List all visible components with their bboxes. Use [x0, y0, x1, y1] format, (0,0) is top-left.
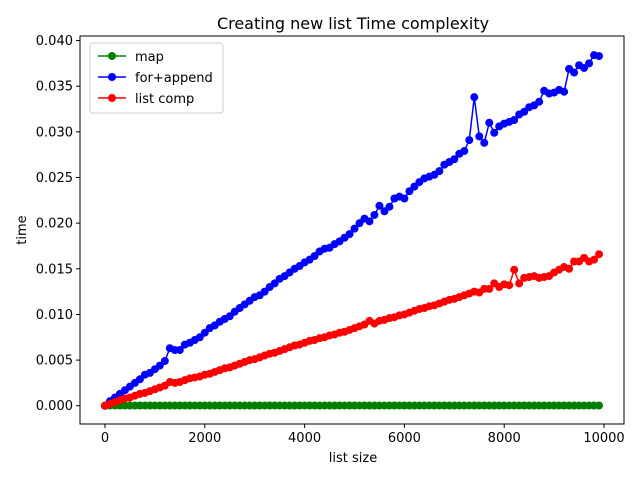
data-point-list-comp: [565, 264, 574, 273]
y-tick-label: 0.010: [36, 308, 73, 323]
data-point-list-comp: [515, 279, 524, 288]
y-tick-label: 0.030: [36, 125, 73, 140]
data-point-map: [595, 401, 604, 410]
data-point-list-comp: [485, 284, 494, 293]
x-tick-label: 4000: [288, 431, 321, 446]
data-point-for-append: [485, 118, 494, 127]
data-point-for-append: [595, 52, 604, 61]
data-point-for-append: [585, 59, 594, 68]
series-layer: [100, 51, 604, 410]
data-point-for-append: [465, 136, 474, 145]
data-point-for-append: [470, 93, 479, 102]
legend-marker-for-append: [108, 73, 116, 81]
legend-marker-list-comp: [108, 94, 116, 102]
legend: map for+append list comp: [89, 42, 224, 114]
data-point-for-append: [175, 346, 184, 355]
series-map: [100, 401, 604, 410]
y-tick-label: 0.000: [36, 399, 73, 414]
data-point-for-append: [480, 138, 489, 147]
data-point-for-append: [400, 194, 409, 203]
data-point-for-append: [460, 147, 469, 156]
chart-title: Creating new list Time complexity: [217, 14, 489, 33]
data-point-for-append: [510, 115, 519, 124]
y-tick-label: 0.040: [36, 34, 73, 49]
y-tick-label: 0.005: [36, 354, 73, 369]
data-point-for-append: [365, 217, 374, 226]
data-point-for-append: [450, 155, 459, 164]
series-for-append: [100, 51, 604, 410]
x-tick-label: 8000: [488, 431, 521, 446]
data-point-for-append: [435, 167, 444, 176]
x-tick-label: 2000: [188, 431, 221, 446]
legend-box: [89, 42, 224, 114]
data-point-for-append: [475, 132, 484, 141]
data-point-for-append: [345, 230, 354, 239]
ticks-layer: 0 2000 4000 6000 8000 10000 0.000 0.005 0.010 0.0…: [36, 34, 625, 446]
series-list-comp: [100, 250, 604, 410]
legend-label-map: map: [135, 50, 164, 65]
y-tick-label: 0.025: [36, 171, 73, 186]
x-axis-label: list size: [329, 451, 377, 466]
data-point-for-append: [160, 357, 169, 366]
data-point-for-append: [570, 68, 579, 77]
y-tick-label: 0.035: [36, 80, 73, 95]
y-axis-label: time: [15, 215, 30, 244]
x-tick-label: 0: [101, 431, 109, 446]
data-point-for-append: [385, 202, 394, 211]
data-point-for-append: [535, 97, 544, 106]
y-tick-label: 0.015: [36, 262, 73, 277]
legend-entry-map: map: [98, 50, 164, 65]
data-point-for-append: [350, 224, 359, 233]
x-tick-label: 6000: [388, 431, 421, 446]
legend-entry-for-append: for+append: [98, 71, 213, 86]
data-point-for-append: [370, 210, 379, 219]
legend-entry-list-comp: list comp: [98, 92, 194, 107]
data-point-list-comp: [590, 255, 599, 264]
legend-label-for-append: for+append: [135, 71, 213, 86]
legend-marker-map: [108, 52, 116, 60]
data-point-for-append: [560, 87, 569, 96]
data-point-for-append: [375, 201, 384, 210]
x-tick-label: 10000: [583, 431, 624, 446]
data-point-list-comp: [505, 281, 514, 290]
data-point-list-comp: [595, 250, 604, 259]
data-point-list-comp: [510, 265, 519, 274]
plot-frame: [79, 35, 625, 425]
data-point-for-append: [490, 128, 499, 137]
y-tick-label: 0.020: [36, 217, 73, 232]
legend-label-list-comp: list comp: [135, 92, 194, 107]
